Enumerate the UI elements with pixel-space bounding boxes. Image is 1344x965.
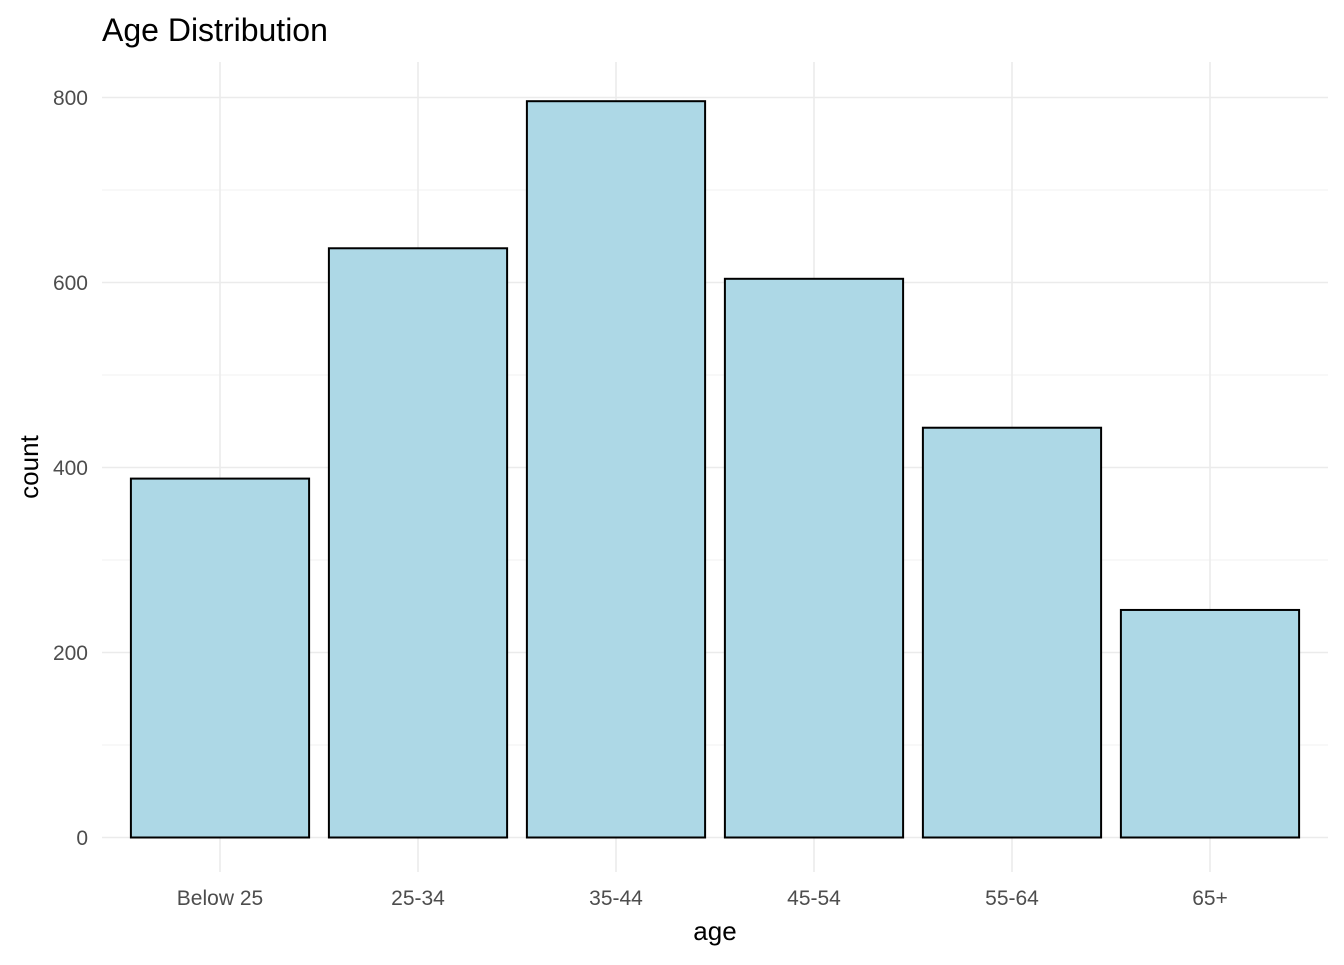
y-tick-label: 400 [53,457,88,480]
x-tick-label: Below 25 [177,887,263,910]
y-tick-label: 800 [53,87,88,110]
y-tick-labels: 0 200 400 600 800 [53,87,88,850]
y-axis-label: count [14,434,44,498]
x-tick-label: 45-54 [787,887,841,910]
x-tick-label: 65+ [1192,887,1228,910]
y-tick-label: 600 [53,272,88,295]
bar-65- [1119,608,1301,839]
bar-25-34 [327,247,509,839]
x-tick-label: 25-34 [391,887,445,910]
chart-title: Age Distribution [102,12,328,48]
bars [129,100,1301,839]
x-tick-labels: Below 25 25-34 35-44 45-54 55-64 65+ [177,887,1228,910]
y-tick-label: 0 [76,827,88,850]
x-tick-label: 35-44 [589,887,643,910]
y-tick-label: 200 [53,642,88,665]
bar-below-25 [129,477,311,839]
bar-35-44 [525,100,707,839]
bar-45-54 [723,277,905,839]
bar-55-64 [921,426,1103,839]
x-tick-label: 55-64 [985,887,1039,910]
x-axis-label: age [693,916,736,946]
